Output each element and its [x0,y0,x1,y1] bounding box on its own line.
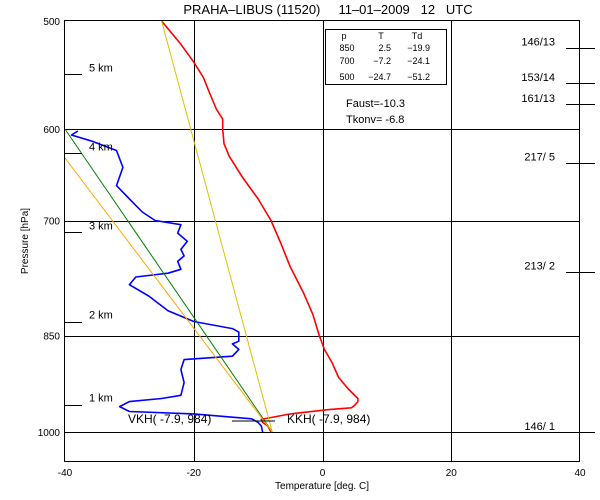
y-tick-label: 850 [43,332,60,343]
x-tick-label: -40 [58,468,73,479]
table-cell: 700 [339,56,354,66]
table-cell: 500 [339,72,354,82]
table-cell: −51.2 [407,72,430,82]
x-tick-label: 0 [320,468,326,479]
data-table-box [325,29,447,85]
axis-ticks: -40 -20 0 20 40 500 600 700 850 1000 1 km 2 km 3 km 4… [38,17,595,479]
height-label: 2 km [89,310,113,322]
y-tick-label: 600 [43,125,60,136]
y-tick-label: 500 [43,17,60,28]
wind-label: 146/ 1 [524,421,555,433]
y-tick-label: 700 [43,217,60,228]
vkh-label: VKH( -7.9, 984) [128,412,211,426]
x-tick-label: 20 [446,468,458,479]
wind-label: 213/ 2 [524,261,555,273]
table-header-t: T [378,31,384,41]
x-tick-label: -20 [187,468,202,479]
series-line-3 [64,157,273,433]
table-cell: −7.2 [373,56,391,66]
series-line-4 [161,20,273,433]
table-cell: −24.7 [368,72,391,82]
height-label: 5 km [89,62,113,74]
table-cell: 2.5 [378,43,391,53]
tkonv-label: Tkonv= -6.8 [346,114,404,126]
grid-lines [65,21,580,462]
y-tick-label: 1000 [38,428,61,439]
series-line-2 [64,128,273,433]
chart-title: PRAHA–LIBUS (11520) 11–01–2009 12 UTC [183,2,472,17]
table-header-p: p [341,31,346,41]
y-axis-label: Pressure [hPa] [20,208,31,274]
series-line-1 [70,130,264,433]
series-line-0 [160,20,359,433]
wind-label: 146/13 [521,37,555,49]
table-cell: 850 [339,43,354,53]
table-cell: −24.1 [407,56,430,66]
x-axis-label: Temperature [deg. C] [275,481,369,492]
plot-frame [64,20,580,462]
wind-label: 153/14 [521,72,555,84]
wind-label: 161/13 [521,93,555,105]
faust-label: Faust=-10.3 [346,98,405,110]
x-tick-label: 40 [574,468,586,479]
height-label: 3 km [89,220,113,232]
data-series [64,20,359,433]
wind-label: 217/ 5 [524,152,555,164]
table-header-td: Td [412,31,423,41]
data-table: p T Td 850 2.5 −19.9 700 −7.2 −24.1 500 … [325,29,447,85]
height-label: 4 km [89,141,113,153]
table-cell: −19.9 [407,43,430,53]
kkh-label: KKH( -7.9, 984) [287,412,370,426]
height-label: 1 km [89,393,113,405]
